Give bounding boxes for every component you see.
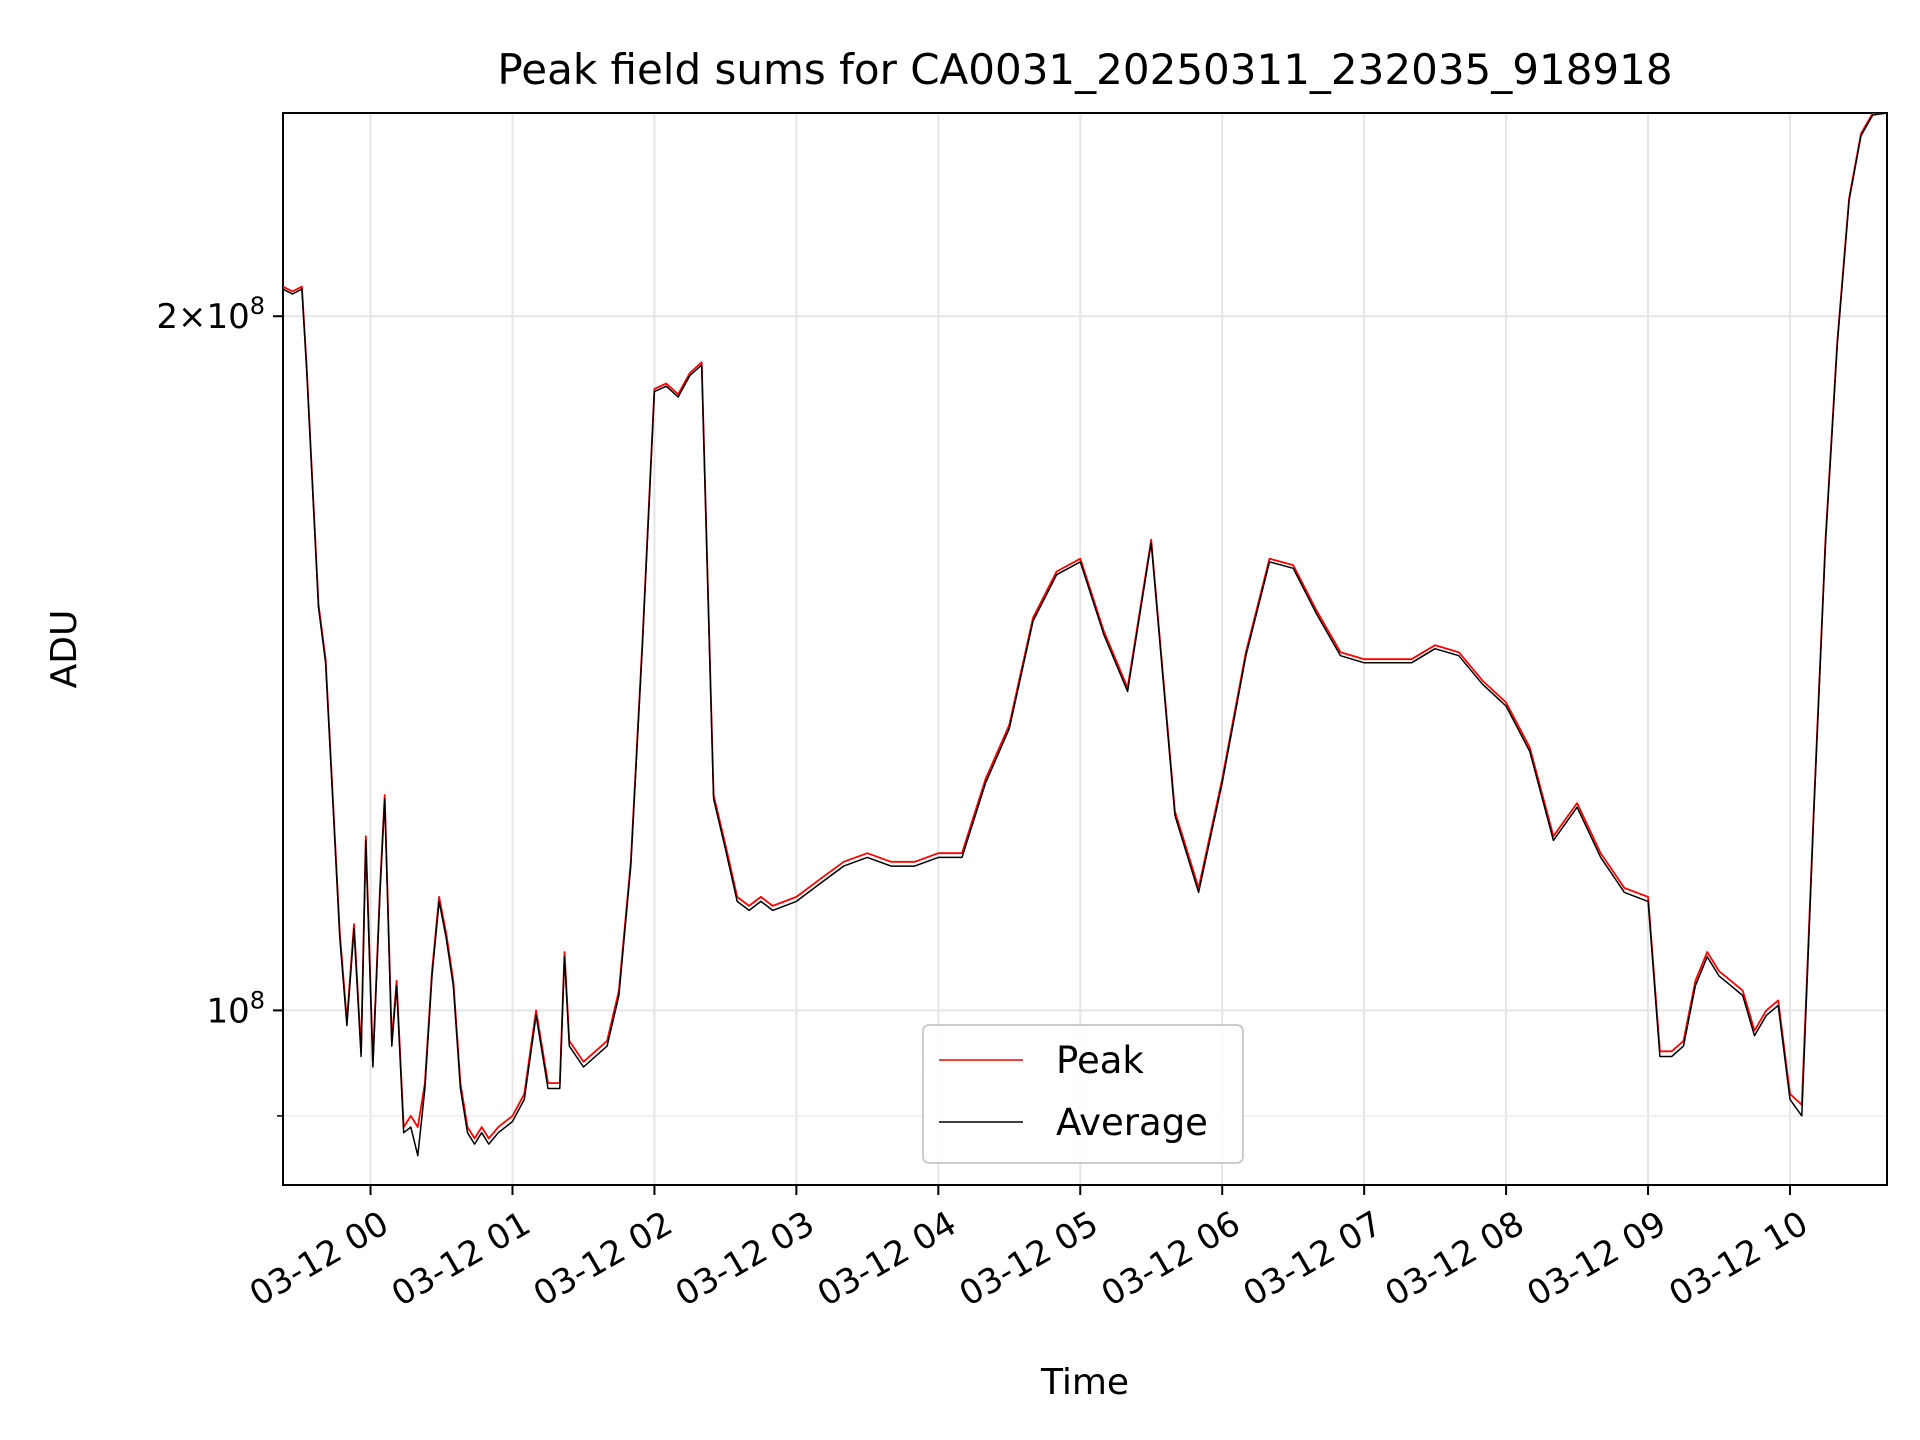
x-axis-label: Time [1040, 1362, 1129, 1403]
x-tick-label: 03-12 05 [953, 1204, 1105, 1315]
x-tick-label: 03-12 01 [385, 1204, 537, 1315]
y-tick-label: 2×108 [156, 292, 265, 337]
y-axis-label: ADU [44, 610, 85, 689]
series-line-peak [283, 113, 1887, 1140]
legend-peak-label: Peak [1056, 1039, 1144, 1082]
x-tick-label: 03-12 06 [1095, 1204, 1247, 1315]
series-line-average [283, 113, 1887, 1157]
x-tick-label: 03-12 00 [243, 1204, 395, 1315]
legend: Peak Average [922, 1024, 1244, 1164]
x-tick-label: 03-12 10 [1663, 1204, 1815, 1315]
x-tick-label: 03-12 04 [811, 1204, 963, 1315]
x-tick-label: 03-12 07 [1237, 1204, 1389, 1315]
x-tick-label: 03-12 02 [527, 1204, 679, 1315]
y-tick-label: 108 [206, 986, 265, 1031]
series-layer [283, 113, 1887, 1157]
x-tick-label: 03-12 03 [669, 1204, 821, 1315]
chart-title: Peak field sums for CA0031_20250311_2320… [497, 45, 1672, 94]
x-tick-label: 03-12 08 [1379, 1204, 1531, 1315]
plot-area [282, 112, 1888, 1186]
x-tick-label: 03-12 09 [1521, 1204, 1673, 1315]
legend-average-label: Average [1056, 1101, 1208, 1144]
